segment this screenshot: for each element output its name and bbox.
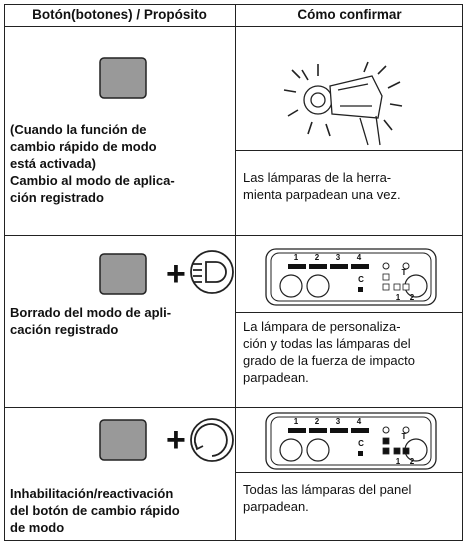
cell-divider [236,312,463,313]
mode-button-icon [99,57,147,99]
lamp [382,426,390,434]
purpose-text: de modo [10,520,65,535]
lamp [382,447,390,455]
purpose-text: (Cuando la función de [10,122,147,137]
lamp [402,426,410,434]
panel-label: 1 [294,417,299,426]
panel-button [306,438,330,462]
confirm-text: La lámpara de personaliza- [243,319,401,334]
confirm-text: mienta parpadean una vez. [243,187,401,202]
panel-label: T [402,432,407,441]
confirm-text: parpadean. [243,499,309,514]
confirm-text: ción y todas las lámparas del [243,336,411,351]
plus-sign: + [166,421,186,459]
panel-inner [270,252,432,302]
col-divider [235,4,237,541]
lamp-bar [309,264,327,269]
panel-label: 2 [410,293,415,302]
lamp-bar [330,428,348,433]
purpose-text: Cambio al modo de aplica- [10,173,175,188]
purpose-text: Borrado del modo de apli- [10,305,172,320]
confirm-text: grado de la fuerza de impacto [243,353,415,368]
purpose-text: está activada) [10,156,96,171]
panel-button [279,274,303,298]
light-button-icon [190,250,234,294]
confirm-text: Las lámparas de la herra- [243,170,392,185]
lamp [382,262,390,270]
purpose-text: Inhabilitación/reactivación [10,486,174,501]
purpose-text: cación registrado [10,322,119,337]
confirm-text: Todas las lámparas del panel [243,482,412,497]
mode-button-icon [99,253,147,295]
mode-button-icon [99,419,147,461]
lamp [382,283,390,291]
cell-divider [236,150,463,151]
lamp-bar [288,428,306,433]
panel-label: 3 [336,417,341,426]
purpose-text: ción registrado [10,190,104,205]
lamp [402,262,410,270]
panel-label: C [358,439,364,448]
lamp [393,447,401,455]
lamp-bar [351,428,369,433]
lamp-bar [351,264,369,269]
panel-label: 1 [396,293,401,302]
panel-label: C [358,275,364,284]
panel-label: 1 [294,253,299,262]
lamp [402,447,410,455]
lamp-bar [330,264,348,269]
quick-mode-button-icon [190,418,234,462]
lamp [382,437,390,445]
lamp-bar [288,264,306,269]
header-cell: Botón(botones) / Propósito [32,7,207,22]
lamp [402,283,410,291]
confirm-text: parpadean. [243,370,309,385]
tool-illustration [283,61,403,146]
cell-divider [236,472,463,473]
panel-label: 2 [315,417,320,426]
header-cell: Cómo confirmar [297,7,402,22]
lamp [393,283,401,291]
panel-button [279,438,303,462]
panel-button [306,274,330,298]
panel-label: 4 [357,417,362,426]
row-divider [4,235,463,236]
header-row [4,4,463,27]
lamp [382,273,390,281]
lamp [358,287,363,292]
panel-label: 1 [396,457,401,466]
panel-label: 2 [315,253,320,262]
panel-inner [270,416,432,466]
lamp-bar [309,428,327,433]
panel-label: T [402,268,407,277]
plus-sign: + [166,255,186,293]
purpose-text: del botón de cambio rápido [10,503,180,518]
panel-label: 4 [357,253,362,262]
lamp [358,451,363,456]
purpose-text: cambio rápido de modo [10,139,157,154]
panel-label: 2 [410,457,415,466]
panel-label: 3 [336,253,341,262]
row-divider [4,407,463,408]
